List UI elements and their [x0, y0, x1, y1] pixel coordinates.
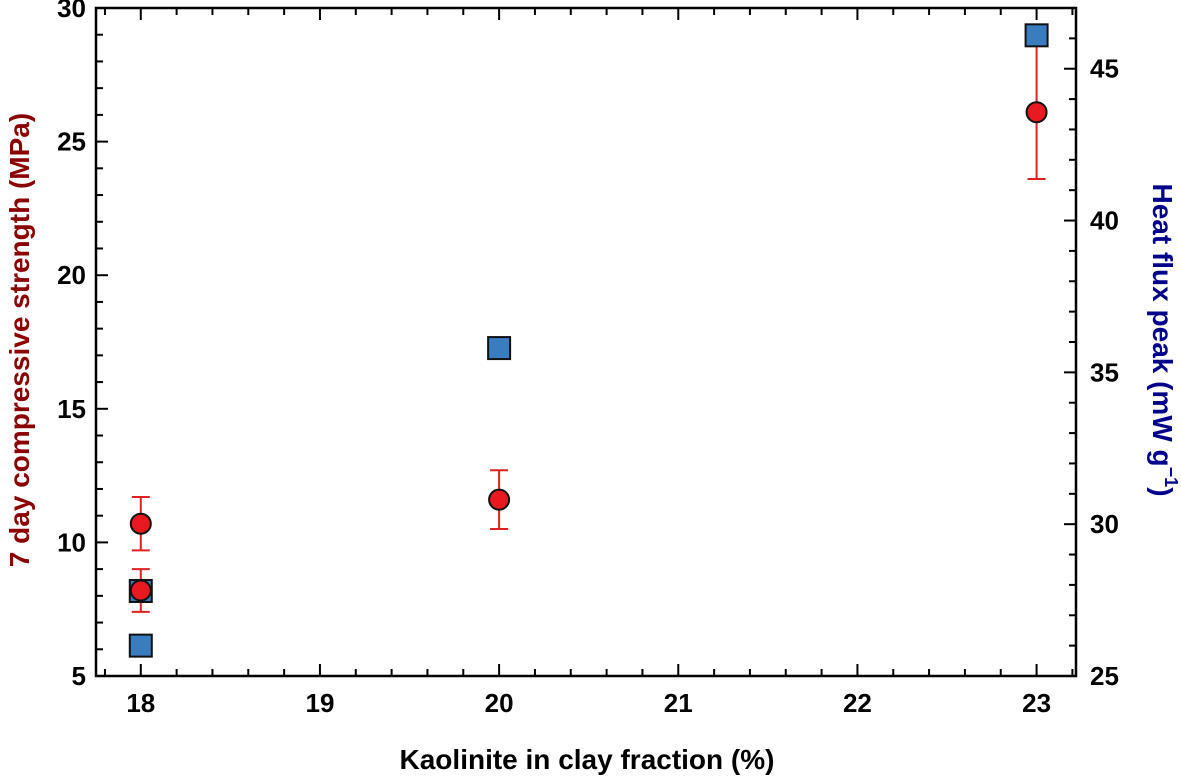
axes — [94, 6, 1078, 678]
right-y-axis-title-main: Heat flux peak (mW g — [1147, 183, 1178, 466]
heat-flux-point — [128, 633, 153, 658]
right-y-tick-label: 40 — [1090, 206, 1119, 236]
left-y-tick-label: 15 — [57, 394, 86, 424]
error-bars — [131, 44, 1046, 613]
x-tick-label: 21 — [664, 688, 693, 718]
left-y-tick-label: 10 — [57, 527, 86, 557]
strength-series — [129, 101, 1048, 602]
right-y-axis-title-sup: −1 — [1161, 467, 1181, 488]
plot-frame — [94, 6, 1078, 678]
x-axis-title: Kaolinite in clay fraction (%) — [400, 744, 775, 775]
left-y-tick-label: 5 — [72, 661, 86, 691]
heat-flux-point — [487, 336, 512, 361]
x-tick-label: 18 — [126, 688, 155, 718]
right-y-tick-label: 25 — [1090, 661, 1119, 691]
strength-point — [129, 512, 152, 535]
right-y-tick-label: 35 — [1090, 357, 1119, 387]
right-y-tick-label: 45 — [1090, 54, 1119, 84]
x-tick-label: 22 — [843, 688, 872, 718]
strength-point — [1025, 101, 1048, 124]
strength-point — [129, 579, 152, 602]
x-tick-label: 23 — [1022, 688, 1051, 718]
ticks: 18 19 20 21 22 23 5 10 15 20 25 30 25 30 35 40 45 — [57, 0, 1119, 718]
right-y-tick-label: 30 — [1090, 509, 1119, 539]
heat-flux-point — [1024, 23, 1049, 48]
heat-flux-series — [128, 23, 1049, 658]
left-y-tick-label: 30 — [57, 0, 86, 23]
x-tick-label: 19 — [305, 688, 334, 718]
left-y-tick-label: 20 — [57, 260, 86, 290]
right-y-axis-title-close: ) — [1147, 487, 1178, 496]
right-y-axis-title: Heat flux peak (mW g−1) — [1147, 183, 1181, 496]
left-y-tick-label: 25 — [57, 127, 86, 157]
left-y-axis-title: 7 day compressive strength (MPa) — [4, 113, 35, 567]
x-tick-label: 20 — [485, 688, 514, 718]
strength-point — [488, 488, 511, 511]
